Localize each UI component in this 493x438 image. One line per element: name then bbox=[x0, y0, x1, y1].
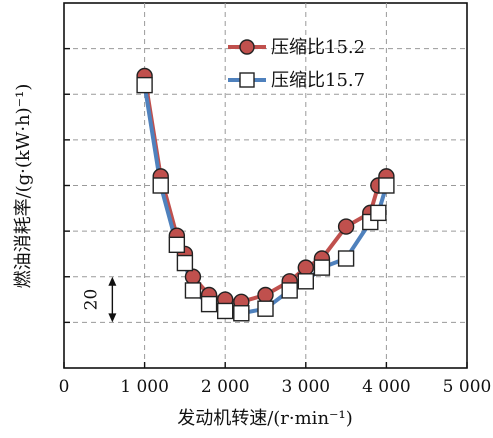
legend: 压缩比15.2 压缩比15.7 bbox=[228, 37, 365, 91]
y-axis-title: 燃油消耗率/(g·(kW·h)⁻¹) bbox=[13, 84, 34, 289]
x-tick-label: 5 000 bbox=[443, 377, 492, 397]
data-point bbox=[184, 268, 202, 285]
legend-marker-series-1 bbox=[239, 39, 255, 55]
legend-entry-series-1: 压缩比15.2 bbox=[228, 37, 365, 58]
x-tick-label: 3 000 bbox=[281, 377, 330, 397]
data-point bbox=[257, 300, 274, 317]
data-point bbox=[200, 295, 218, 313]
x-axis-title: 发动机转速/(r·min⁻¹) bbox=[177, 408, 353, 429]
data-point bbox=[233, 305, 250, 322]
data-point bbox=[257, 286, 274, 304]
data-point bbox=[297, 273, 314, 290]
data-point bbox=[176, 254, 194, 272]
data-point bbox=[168, 236, 186, 254]
data-point bbox=[378, 177, 395, 194]
legend-label-series-1: 压缩比15.2 bbox=[271, 37, 365, 58]
x-tick-label: 2 000 bbox=[201, 377, 250, 397]
data-point bbox=[152, 177, 169, 194]
data-point bbox=[297, 259, 314, 276]
legend-label-series-2: 压缩比15.7 bbox=[271, 70, 365, 91]
data-point bbox=[337, 250, 355, 267]
x-tick-label: 0 bbox=[59, 377, 70, 397]
x-tick-label: 4 000 bbox=[362, 377, 411, 397]
scale-annotation: 20 bbox=[81, 276, 117, 323]
x-axis-ticks: 0 1 000 2 000 3 000 4 000 5 000 bbox=[59, 47, 492, 397]
annotation-label: 20 bbox=[81, 289, 101, 311]
annotation-arrow-head-bottom bbox=[108, 313, 117, 323]
series-layer bbox=[136, 67, 395, 322]
data-point bbox=[337, 218, 355, 235]
legend-marker-series-2 bbox=[239, 72, 255, 88]
data-point bbox=[281, 282, 298, 299]
data-point bbox=[370, 204, 387, 222]
data-point bbox=[216, 302, 234, 320]
data-point bbox=[136, 76, 153, 94]
x-tick-label: 1 000 bbox=[120, 377, 169, 397]
series-markers-1 bbox=[136, 67, 395, 311]
legend-entry-series-2: 压缩比15.7 bbox=[228, 70, 365, 91]
data-point bbox=[184, 282, 202, 299]
annotation-arrow-head-top bbox=[108, 276, 117, 286]
series-markers-2 bbox=[136, 76, 395, 322]
series-2 bbox=[142, 83, 389, 316]
data-point bbox=[313, 259, 331, 276]
series-line-2 bbox=[142, 83, 389, 316]
